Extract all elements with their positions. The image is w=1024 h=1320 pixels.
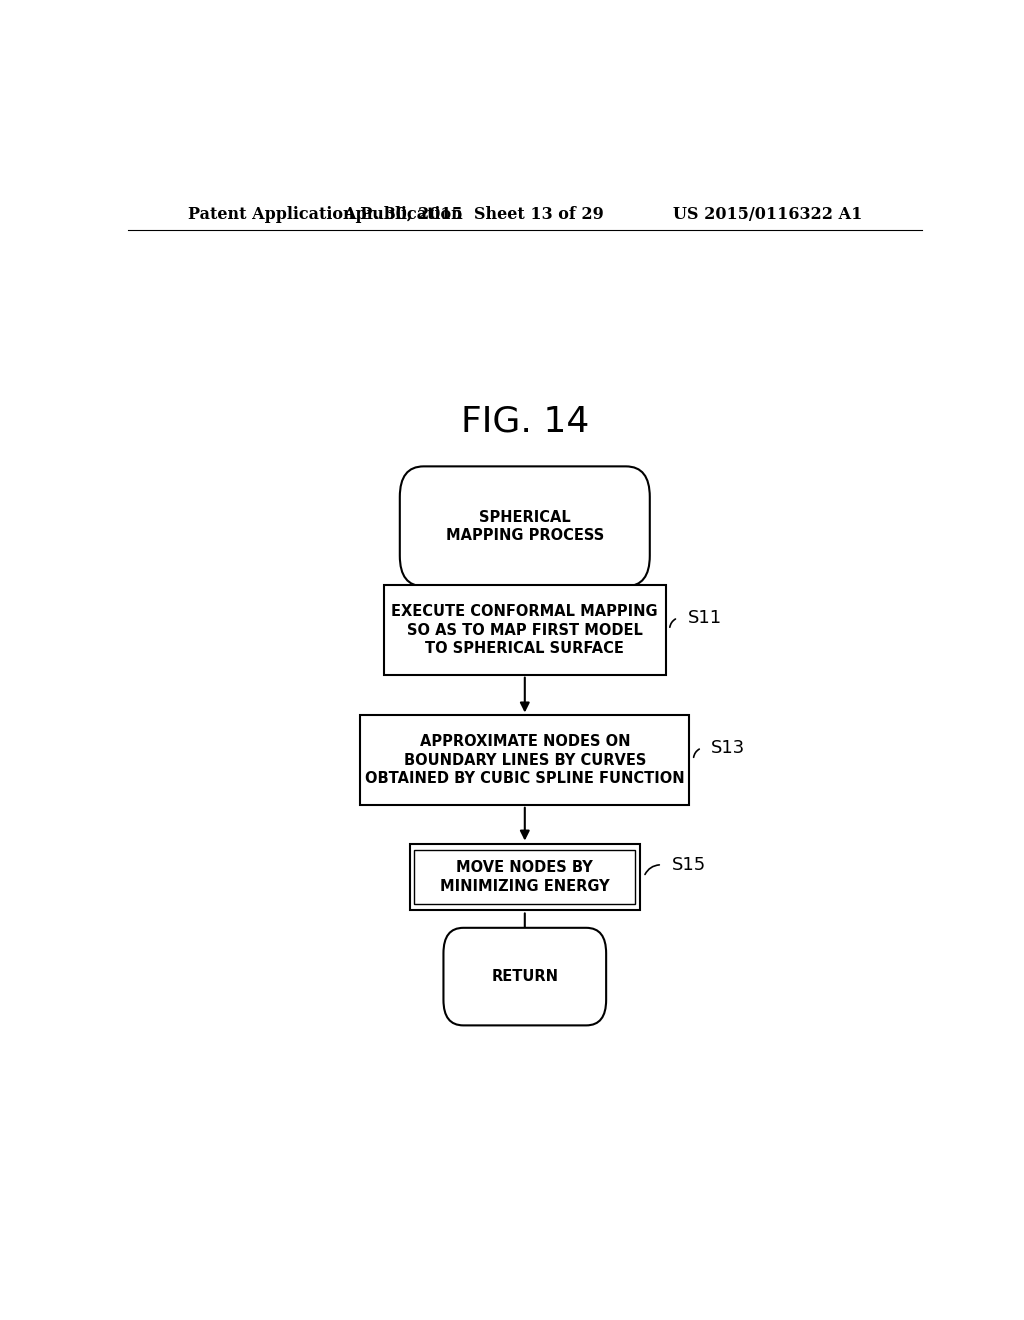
FancyBboxPatch shape bbox=[443, 928, 606, 1026]
Text: SPHERICAL
MAPPING PROCESS: SPHERICAL MAPPING PROCESS bbox=[445, 510, 604, 543]
FancyBboxPatch shape bbox=[410, 843, 640, 909]
Text: EXECUTE CONFORMAL MAPPING
SO AS TO MAP FIRST MODEL
TO SPHERICAL SURFACE: EXECUTE CONFORMAL MAPPING SO AS TO MAP F… bbox=[391, 605, 658, 656]
Text: S13: S13 bbox=[712, 739, 745, 756]
FancyBboxPatch shape bbox=[415, 850, 635, 904]
Text: S15: S15 bbox=[672, 855, 706, 874]
Text: RETURN: RETURN bbox=[492, 969, 558, 985]
FancyBboxPatch shape bbox=[360, 715, 689, 805]
Text: MOVE NODES BY
MINIMIZING ENERGY: MOVE NODES BY MINIMIZING ENERGY bbox=[440, 861, 609, 894]
Text: S11: S11 bbox=[687, 609, 722, 627]
Text: Patent Application Publication: Patent Application Publication bbox=[187, 206, 462, 223]
FancyBboxPatch shape bbox=[399, 466, 650, 586]
Text: US 2015/0116322 A1: US 2015/0116322 A1 bbox=[673, 206, 862, 223]
FancyBboxPatch shape bbox=[384, 585, 666, 675]
Text: FIG. 14: FIG. 14 bbox=[461, 405, 589, 438]
Text: Apr. 30, 2015  Sheet 13 of 29: Apr. 30, 2015 Sheet 13 of 29 bbox=[343, 206, 603, 223]
Text: APPROXIMATE NODES ON
BOUNDARY LINES BY CURVES
OBTAINED BY CUBIC SPLINE FUNCTION: APPROXIMATE NODES ON BOUNDARY LINES BY C… bbox=[365, 734, 685, 787]
